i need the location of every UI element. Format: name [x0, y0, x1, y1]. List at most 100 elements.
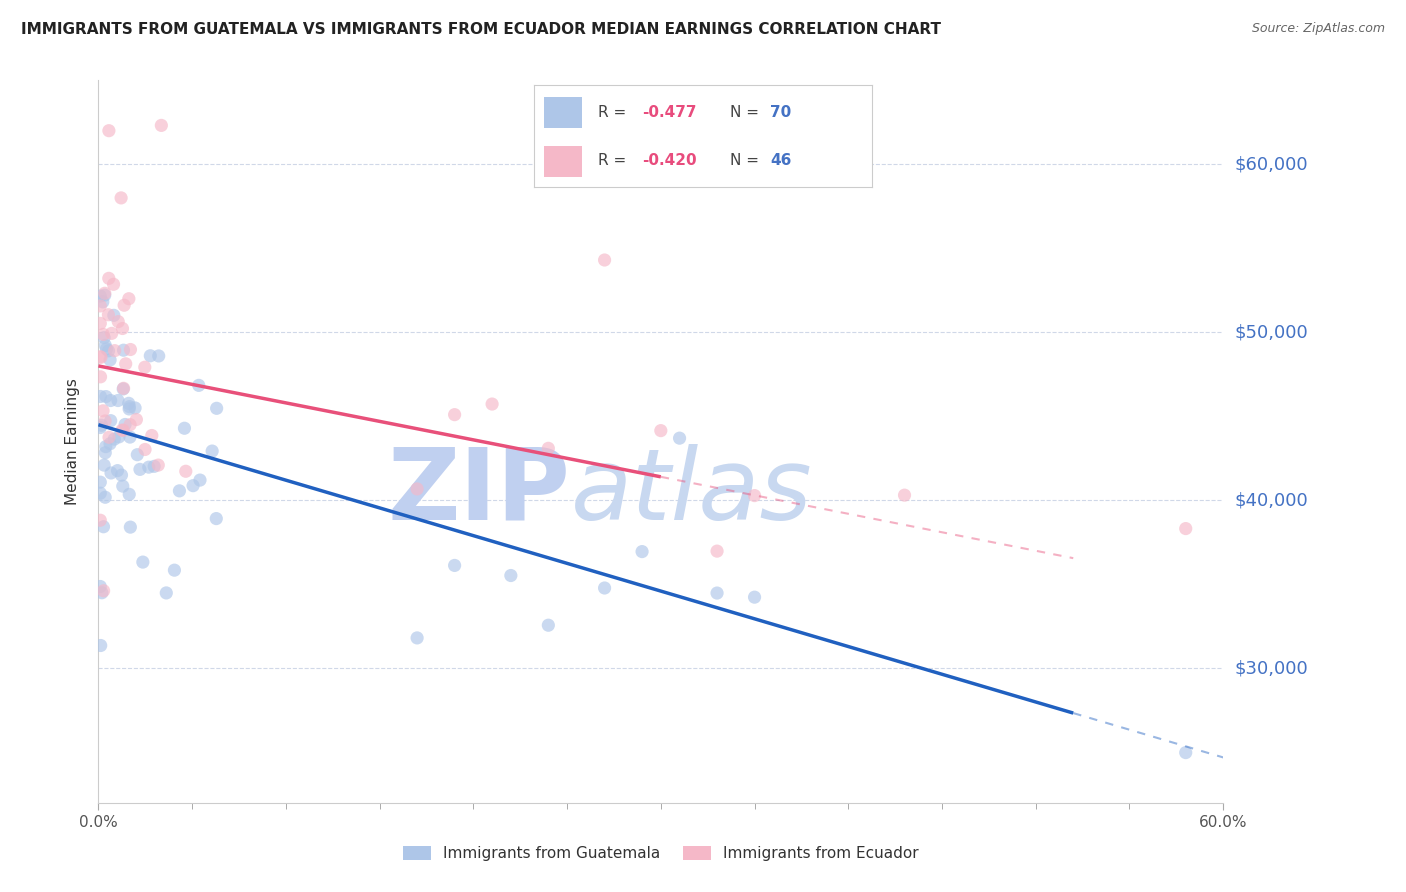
- Point: [155, 586, 177, 600]
- Point: [93, 288, 115, 302]
- Point: [112, 343, 135, 358]
- Text: R =: R =: [599, 105, 631, 120]
- Point: [110, 191, 132, 205]
- Point: [593, 252, 616, 267]
- Point: [97, 124, 120, 138]
- Point: [148, 349, 170, 363]
- Point: [650, 424, 672, 438]
- Point: [127, 448, 149, 462]
- Point: [134, 442, 156, 457]
- Point: [174, 464, 197, 478]
- Point: [107, 393, 129, 408]
- Point: [187, 378, 209, 392]
- Point: [205, 401, 228, 416]
- Point: [90, 351, 112, 365]
- Point: [118, 400, 141, 414]
- Text: -0.477: -0.477: [643, 105, 697, 120]
- Text: 46: 46: [770, 153, 792, 169]
- Point: [120, 520, 142, 534]
- Point: [125, 412, 148, 426]
- Point: [143, 459, 166, 474]
- Point: [93, 583, 115, 598]
- Point: [141, 428, 163, 442]
- Point: [89, 350, 111, 364]
- Point: [100, 326, 122, 341]
- Point: [124, 401, 146, 415]
- Point: [89, 420, 111, 434]
- Point: [1174, 522, 1197, 536]
- Point: [114, 357, 136, 371]
- Point: [90, 586, 112, 600]
- Point: [110, 468, 132, 483]
- Point: [104, 343, 127, 358]
- Text: IMMIGRANTS FROM GUATEMALA VS IMMIGRANTS FROM ECUADOR MEDIAN EARNINGS CORRELATION: IMMIGRANTS FROM GUATEMALA VS IMMIGRANTS …: [21, 22, 941, 37]
- Point: [107, 464, 129, 478]
- Point: [134, 360, 156, 375]
- Point: [631, 544, 654, 558]
- Point: [443, 408, 465, 422]
- Point: [111, 321, 134, 335]
- Point: [94, 414, 117, 428]
- Point: [112, 423, 135, 437]
- Point: [108, 430, 131, 444]
- Point: [90, 369, 112, 384]
- Point: [96, 342, 118, 356]
- Text: N =: N =: [730, 153, 763, 169]
- Point: [93, 458, 115, 472]
- Point: [112, 298, 135, 312]
- Point: [744, 590, 766, 604]
- Text: N =: N =: [730, 105, 763, 120]
- Point: [132, 555, 155, 569]
- Point: [139, 349, 162, 363]
- Point: [97, 343, 120, 358]
- Point: [89, 289, 111, 303]
- FancyBboxPatch shape: [544, 97, 582, 128]
- Point: [111, 479, 134, 493]
- Point: [537, 618, 560, 632]
- Point: [112, 382, 135, 396]
- Point: [97, 271, 120, 285]
- Point: [706, 586, 728, 600]
- Point: [129, 462, 152, 476]
- Point: [118, 401, 141, 416]
- Point: [118, 487, 141, 501]
- Point: [406, 482, 429, 496]
- Point: [107, 315, 129, 329]
- Point: [89, 317, 111, 331]
- Point: [89, 389, 111, 403]
- Point: [1174, 746, 1197, 760]
- Text: Source: ZipAtlas.com: Source: ZipAtlas.com: [1251, 22, 1385, 36]
- Text: $30,000: $30,000: [1234, 659, 1308, 677]
- Point: [112, 381, 135, 395]
- Point: [481, 397, 503, 411]
- Point: [93, 520, 115, 534]
- Text: -0.420: -0.420: [643, 153, 697, 169]
- Point: [89, 475, 111, 490]
- Point: [90, 418, 112, 433]
- Point: [668, 431, 690, 445]
- Point: [89, 299, 111, 313]
- Point: [94, 440, 117, 454]
- Point: [93, 330, 115, 344]
- Text: R =: R =: [599, 153, 631, 169]
- Point: [94, 338, 117, 352]
- Point: [173, 421, 195, 435]
- Point: [138, 460, 160, 475]
- Point: [91, 327, 114, 342]
- Point: [94, 490, 117, 504]
- Point: [98, 437, 121, 451]
- Point: [89, 486, 111, 500]
- Point: [188, 473, 211, 487]
- Point: [103, 432, 125, 446]
- Point: [148, 458, 170, 472]
- Point: [593, 581, 616, 595]
- Text: $50,000: $50,000: [1234, 323, 1308, 342]
- Point: [499, 568, 522, 582]
- Text: $40,000: $40,000: [1234, 491, 1308, 509]
- Point: [893, 488, 915, 502]
- Point: [94, 390, 117, 404]
- Point: [181, 478, 204, 492]
- Text: $60,000: $60,000: [1234, 155, 1308, 173]
- Point: [163, 563, 186, 577]
- FancyBboxPatch shape: [544, 146, 582, 177]
